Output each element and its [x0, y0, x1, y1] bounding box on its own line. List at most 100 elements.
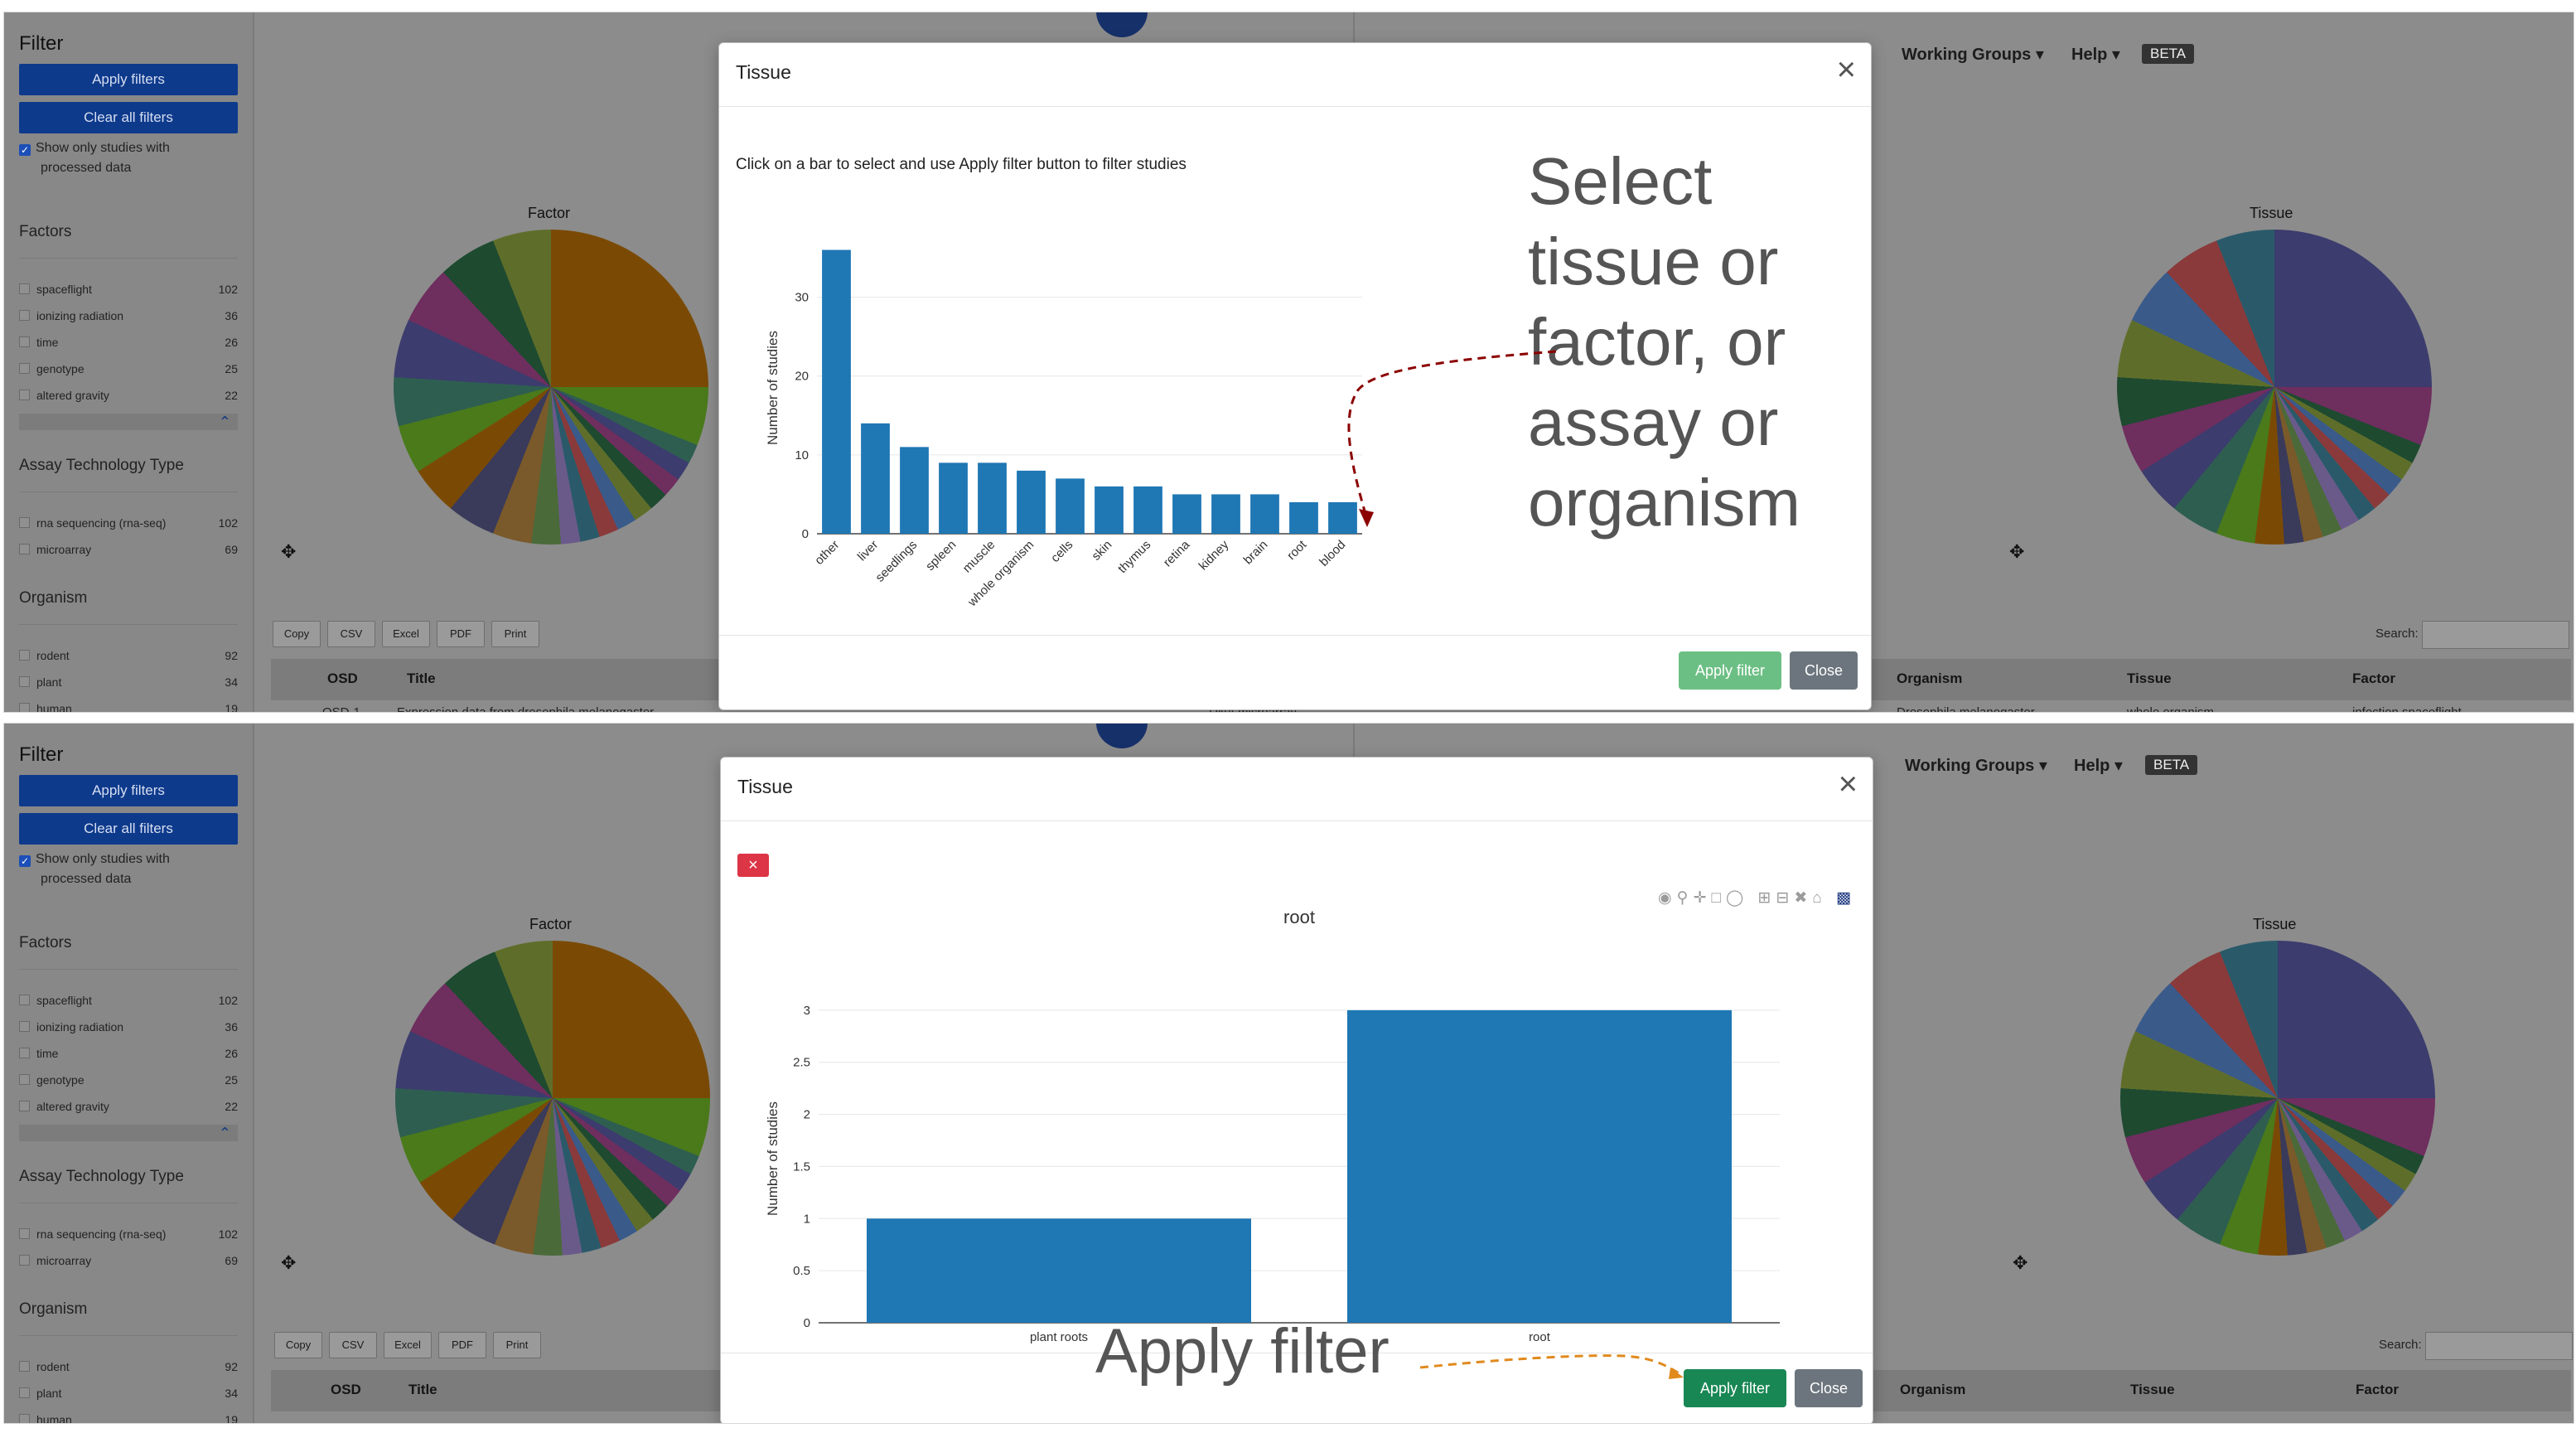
column-title[interactable]: Title: [407, 671, 436, 686]
assay-item[interactable]: rna sequencing (rna-seq) 102: [19, 515, 238, 531]
column-osd[interactable]: OSD: [331, 1382, 361, 1397]
bar-liver[interactable]: [861, 423, 890, 534]
apply-filters-button[interactable]: Apply filters: [19, 775, 238, 806]
bar-plant-roots[interactable]: [867, 1218, 1251, 1323]
processed-data-checkbox[interactable]: Show only studies with processed data: [19, 138, 243, 178]
move-icon[interactable]: ✥: [281, 541, 297, 562]
checkbox-icon[interactable]: [19, 1048, 30, 1058]
checkbox-icon[interactable]: [19, 1361, 30, 1372]
checkbox-icon[interactable]: [19, 1255, 30, 1266]
home-icon[interactable]: ⌂: [1812, 889, 1827, 907]
assay-item[interactable]: microarray 69: [19, 541, 238, 558]
bar-spleen[interactable]: [939, 462, 968, 534]
column-osd[interactable]: OSD: [327, 671, 358, 686]
organism-item[interactable]: rodent 92: [19, 1358, 238, 1375]
lasso-icon[interactable]: ◯: [1725, 889, 1749, 907]
bar-root[interactable]: [1289, 501, 1318, 534]
assay-item[interactable]: rna sequencing (rna-seq) 102: [19, 1226, 238, 1242]
box-select-icon[interactable]: □: [1711, 889, 1726, 907]
bar-seedlings[interactable]: [900, 447, 929, 534]
checkbox-icon[interactable]: [19, 283, 30, 294]
organism-item[interactable]: plant 34: [19, 1385, 238, 1402]
checkbox-icon[interactable]: [19, 650, 30, 661]
checkbox-icon[interactable]: [19, 336, 30, 347]
column-title[interactable]: Title: [408, 1382, 437, 1397]
bar-kidney[interactable]: [1211, 494, 1240, 534]
column-factor[interactable]: Factor: [2352, 671, 2395, 686]
checkbox-icon[interactable]: [19, 676, 30, 687]
table-row-osd[interactable]: OSD-1: [322, 705, 360, 713]
print-button[interactable]: Print: [493, 1332, 541, 1358]
clear-all-filters-button[interactable]: Clear all filters: [19, 102, 238, 133]
column-tissue[interactable]: Tissue: [2127, 671, 2172, 686]
factor-item[interactable]: time 26: [19, 334, 238, 351]
excel-button[interactable]: Excel: [384, 1332, 432, 1358]
move-icon[interactable]: ✥: [2013, 1252, 2028, 1273]
checkbox-icon[interactable]: [19, 1387, 30, 1398]
collapse-chevron-up-icon[interactable]: ⌃: [19, 414, 238, 430]
close-icon[interactable]: ×: [1836, 51, 1856, 88]
nav-help[interactable]: Help ▾: [2074, 757, 2123, 775]
csv-button[interactable]: CSV: [329, 1332, 377, 1358]
factor-item[interactable]: altered gravity 22: [19, 387, 238, 404]
bar-retina[interactable]: [1172, 494, 1201, 534]
collapse-chevron-up-icon[interactable]: ⌃: [19, 1125, 238, 1141]
factor-item[interactable]: ionizing radiation 36: [19, 1019, 238, 1035]
bar-brain[interactable]: [1250, 494, 1279, 534]
assay-item[interactable]: microarray 69: [19, 1252, 238, 1269]
csv-button[interactable]: CSV: [327, 621, 375, 647]
processed-data-checkbox[interactable]: Show only studies with processed data: [19, 850, 243, 889]
organism-item[interactable]: plant 34: [19, 674, 238, 690]
camera-icon[interactable]: ◉: [1658, 889, 1677, 907]
bar-blood[interactable]: [1328, 501, 1357, 534]
apply-filters-button[interactable]: Apply filters: [19, 64, 238, 95]
checkbox-icon[interactable]: [19, 1074, 30, 1085]
organism-item[interactable]: human 19: [19, 1411, 238, 1423]
copy-button[interactable]: Copy: [274, 1332, 322, 1358]
column-organism[interactable]: Organism: [1897, 671, 1963, 686]
nav-working-groups[interactable]: Working Groups ▾: [1902, 46, 2044, 64]
factor-item[interactable]: time 26: [19, 1045, 238, 1062]
checkbox-icon[interactable]: [19, 517, 30, 528]
checkbox-icon[interactable]: [19, 363, 30, 374]
column-tissue[interactable]: Tissue: [2130, 1382, 2175, 1397]
bar-other[interactable]: [822, 249, 851, 534]
zoom-in-icon[interactable]: ⊞: [1757, 889, 1776, 907]
plotly-logo-icon[interactable]: ▩: [1836, 889, 1856, 907]
pan-icon[interactable]: ✛: [1693, 889, 1712, 907]
root-bar-chart[interactable]: 0 0.5 1 1.5 2 2.5 3 Number of studies root plant …: [721, 903, 1873, 1384]
pdf-button[interactable]: PDF: [438, 1332, 486, 1358]
tissue-bar-chart[interactable]: 0 10 20 30 Number of studies other liverseedli…: [719, 192, 1465, 656]
nav-help[interactable]: Help ▾: [2071, 46, 2120, 64]
apply-filter-button[interactable]: Apply filter: [1679, 651, 1781, 690]
tissue-pie-chart[interactable]: [2117, 230, 2432, 545]
bar-cells[interactable]: [1056, 478, 1085, 534]
nav-working-groups[interactable]: Working Groups ▾: [1905, 757, 2047, 775]
column-factor[interactable]: Factor: [2356, 1382, 2399, 1397]
zoom-out-icon[interactable]: ⊟: [1776, 889, 1795, 907]
checkbox-icon[interactable]: [19, 390, 30, 400]
clear-selection-button[interactable]: ×: [737, 854, 769, 877]
bar-thymus[interactable]: [1133, 486, 1162, 534]
organism-item[interactable]: rodent 92: [19, 647, 238, 664]
checkbox-icon[interactable]: [19, 703, 30, 712]
print-button[interactable]: Print: [491, 621, 539, 647]
site-logo[interactable]: [1096, 12, 1148, 37]
factor-pie-chart[interactable]: [395, 941, 710, 1256]
checkbox-icon[interactable]: [19, 310, 30, 321]
copy-button[interactable]: Copy: [273, 621, 321, 647]
factor-item[interactable]: altered gravity 22: [19, 1098, 238, 1115]
pdf-button[interactable]: PDF: [437, 621, 485, 647]
bar-muscle[interactable]: [978, 462, 1007, 534]
close-button[interactable]: Close: [1790, 651, 1858, 690]
clear-all-filters-button[interactable]: Clear all filters: [19, 813, 238, 845]
bar-root[interactable]: [1347, 1009, 1732, 1323]
close-button[interactable]: Close: [1795, 1369, 1863, 1407]
apply-filter-button[interactable]: Apply filter: [1684, 1369, 1786, 1407]
checkbox-icon[interactable]: [19, 1414, 30, 1423]
move-icon[interactable]: ✥: [2009, 541, 2025, 562]
close-icon[interactable]: ×: [1838, 766, 1858, 802]
organism-item[interactable]: human 19: [19, 700, 238, 712]
checkbox-icon[interactable]: [19, 1021, 30, 1032]
factor-item[interactable]: genotype 25: [19, 361, 238, 377]
